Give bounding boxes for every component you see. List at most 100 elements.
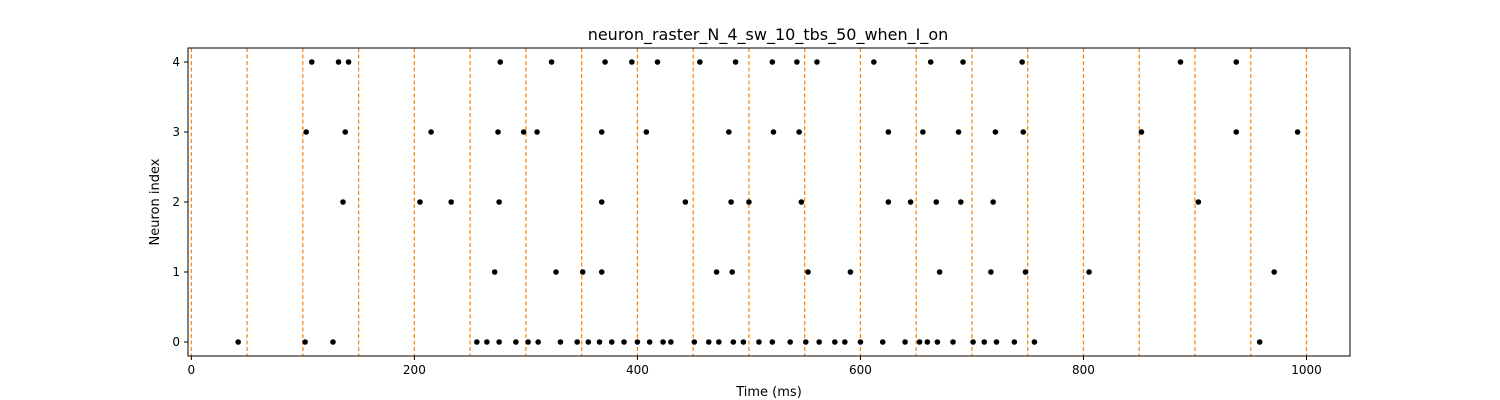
spike-point	[302, 339, 308, 345]
spike-point	[682, 199, 689, 205]
spike-point	[496, 339, 502, 345]
spike-point	[654, 59, 661, 65]
spike-point	[842, 339, 848, 345]
spike-point	[924, 339, 931, 345]
spike-point	[950, 339, 956, 345]
spike-point	[1020, 129, 1027, 135]
spike-point	[885, 129, 892, 135]
spike-point	[955, 129, 962, 135]
spike-point	[871, 59, 877, 65]
y-tick-label: 1	[172, 265, 180, 279]
spike-point	[574, 339, 580, 345]
spike-point	[814, 59, 820, 65]
spike-point	[608, 339, 615, 345]
spike-point	[1011, 339, 1018, 345]
spike-point	[497, 59, 504, 65]
spike-point	[548, 59, 555, 65]
spike-point	[936, 269, 943, 275]
x-tick-label: 800	[1072, 363, 1095, 377]
spike-point	[1256, 339, 1263, 345]
spike-point	[920, 129, 926, 135]
time-bin-lines	[190, 48, 1308, 356]
spike-point	[713, 269, 720, 275]
spike-point	[691, 339, 698, 345]
spike-point	[879, 339, 886, 345]
spike-point	[1271, 269, 1277, 275]
spike-point	[740, 339, 747, 345]
spike-point	[340, 199, 346, 205]
spike-point	[474, 339, 480, 345]
spike-point	[621, 339, 627, 345]
y-tick-label: 0	[172, 335, 180, 349]
x-tick-label: 1000	[1291, 363, 1322, 377]
spike-point	[646, 339, 653, 345]
spike-point	[579, 269, 586, 275]
spike-point	[885, 199, 892, 205]
spike-point	[557, 339, 564, 345]
spike-point	[927, 59, 934, 65]
y-tick-label: 2	[172, 195, 180, 209]
spike-point	[345, 59, 352, 65]
spike-point	[787, 339, 793, 345]
spike-point	[794, 59, 800, 65]
spike-point	[988, 269, 994, 275]
x-tick-label: 400	[626, 363, 649, 377]
spike-point	[1233, 129, 1240, 135]
spike-point	[553, 269, 559, 275]
y-axis-ticks: 0 1 2 3 4	[172, 55, 188, 349]
x-tick-label: 600	[849, 363, 872, 377]
spike-point	[535, 339, 541, 345]
spike-point	[902, 339, 908, 345]
spike-point	[1019, 59, 1025, 65]
spike-point	[805, 269, 811, 275]
spike-point	[634, 339, 641, 345]
spike-point	[660, 339, 666, 345]
spike-point	[484, 339, 490, 345]
spike-point	[491, 269, 498, 275]
spike-point	[729, 269, 735, 275]
spike-point	[993, 339, 1000, 345]
spike-point	[335, 59, 342, 65]
spike-point	[330, 339, 336, 345]
spike-point	[303, 129, 310, 135]
spike-point	[746, 199, 752, 205]
spike-point	[585, 339, 592, 345]
spike-point	[1177, 59, 1184, 65]
y-tick-label: 4	[172, 55, 180, 69]
spike-point	[960, 59, 966, 65]
spike-point	[716, 339, 722, 345]
spike-point	[643, 129, 650, 135]
spike-point	[990, 199, 996, 205]
spike-point	[831, 339, 838, 345]
spike-point	[495, 129, 501, 135]
spike-point	[992, 129, 999, 135]
spike-point	[958, 199, 964, 205]
chart-title: neuron_raster_N_4_sw_10_tbs_50_when_I_on	[588, 25, 949, 45]
spike-point	[668, 339, 674, 345]
spike-point	[598, 129, 605, 135]
spike-point	[629, 59, 635, 65]
spike-point	[1195, 199, 1202, 205]
spike-point	[308, 59, 315, 65]
spike-point	[525, 339, 531, 345]
spike-point	[769, 339, 776, 345]
x-tick-label: 0	[188, 363, 196, 377]
spike-point	[602, 59, 608, 65]
spike-point	[730, 339, 737, 345]
spike-point	[934, 339, 941, 345]
x-tick-label: 200	[403, 363, 426, 377]
spike-point	[847, 269, 854, 275]
spike-point	[705, 339, 712, 345]
spike-point	[726, 129, 732, 135]
spike-point	[732, 59, 739, 65]
spike-point	[598, 199, 605, 205]
spike-point	[448, 199, 454, 205]
spike-point	[970, 339, 976, 345]
spike-point	[1031, 339, 1038, 345]
spike-point	[981, 339, 988, 345]
spike-point	[496, 199, 502, 205]
spike-point	[857, 339, 864, 345]
spike-point	[342, 129, 349, 135]
spike-point	[798, 199, 805, 205]
spike-point	[235, 339, 241, 345]
